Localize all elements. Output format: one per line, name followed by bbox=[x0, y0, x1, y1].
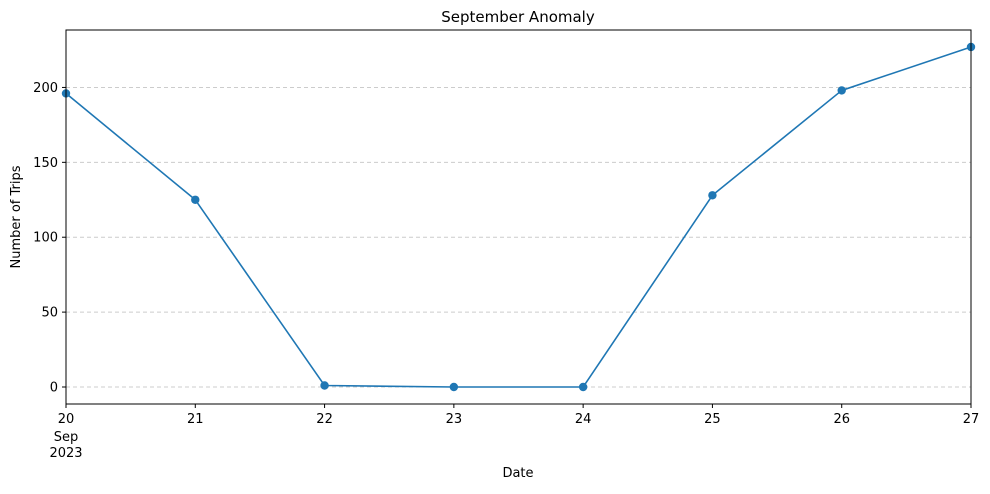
y-tick-label: 100 bbox=[33, 231, 58, 246]
x-tick-label: 23 bbox=[446, 412, 463, 427]
data-point-marker bbox=[191, 195, 200, 204]
x-axis-title: Date bbox=[502, 466, 533, 481]
y-tick-label: 0 bbox=[50, 381, 58, 396]
grid-lines bbox=[66, 86, 971, 388]
x-tick-label: 25 bbox=[704, 412, 721, 427]
data-point-marker bbox=[578, 382, 588, 392]
x-tick-label: 26 bbox=[833, 412, 850, 427]
x-axis-ticks: Sep 2023 20 21 22 23 24 25 26 27 bbox=[49, 404, 979, 461]
data-point-marker bbox=[320, 381, 329, 390]
y-tick-label: 200 bbox=[33, 81, 58, 96]
plot-area-frame bbox=[65, 29, 972, 405]
x-tick-label: 21 bbox=[187, 412, 204, 427]
y-tick-label: 150 bbox=[33, 156, 58, 171]
data-point-marker bbox=[708, 191, 717, 200]
series-layer bbox=[61, 42, 976, 392]
data-point-marker bbox=[449, 382, 459, 392]
x-tick-month-label: Sep bbox=[54, 430, 79, 445]
x-tick-label: 20 bbox=[58, 412, 75, 427]
x-tick-label: 27 bbox=[963, 412, 980, 427]
axes bbox=[65, 29, 972, 405]
y-axis-ticks: 0 50 100 150 200 bbox=[33, 81, 66, 396]
x-tick-label: 24 bbox=[575, 412, 592, 427]
y-tick-label: 50 bbox=[41, 306, 58, 321]
series-line bbox=[65, 46, 972, 388]
data-point-marker bbox=[837, 86, 846, 95]
x-tick-year-label: 2023 bbox=[49, 446, 82, 461]
x-tick-label: 22 bbox=[316, 412, 333, 427]
y-axis-title: Number of Trips bbox=[9, 165, 24, 268]
chart-title: September Anomaly bbox=[441, 8, 595, 26]
